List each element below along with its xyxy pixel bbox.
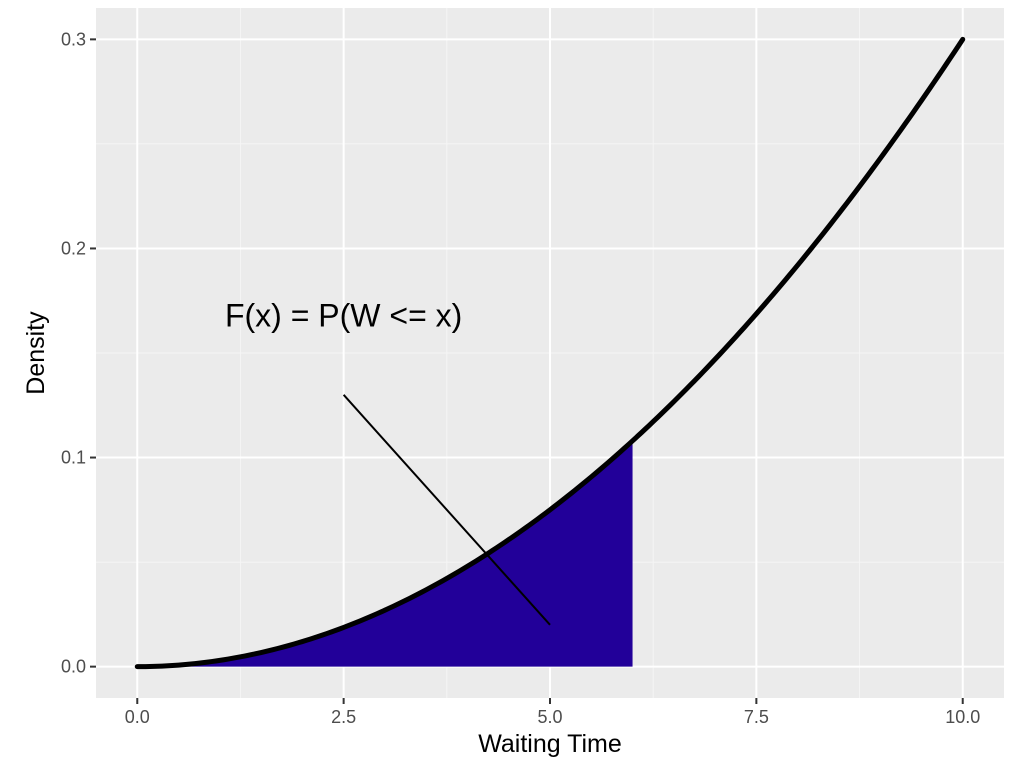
y-tick-label: 0.1: [61, 448, 86, 468]
y-tick-label: 0.2: [61, 238, 86, 258]
y-axis: 0.0 0.1 0.2 0.3: [61, 29, 96, 677]
x-tick-label: 0.0: [125, 707, 150, 727]
x-tick-label: 10.0: [945, 707, 980, 727]
annotation-pointer-line: [342, 394, 551, 626]
annotation-label: F(x) = P(W <= x): [225, 297, 462, 333]
shaded-area: [137, 440, 633, 667]
x-tick-label: 5.0: [537, 707, 562, 727]
y-axis-title: Density: [22, 311, 50, 395]
x-axis-title: Waiting Time: [478, 730, 622, 758]
x-tick-label: 7.5: [744, 707, 769, 727]
density-curve: [134, 36, 966, 670]
x-axis: 0.0 2.5 5.0 7.5 10.0: [125, 698, 980, 727]
x-tick-label: 2.5: [331, 707, 356, 727]
y-tick-label: 0.3: [61, 29, 86, 49]
y-tick-label: 0.0: [61, 657, 86, 677]
